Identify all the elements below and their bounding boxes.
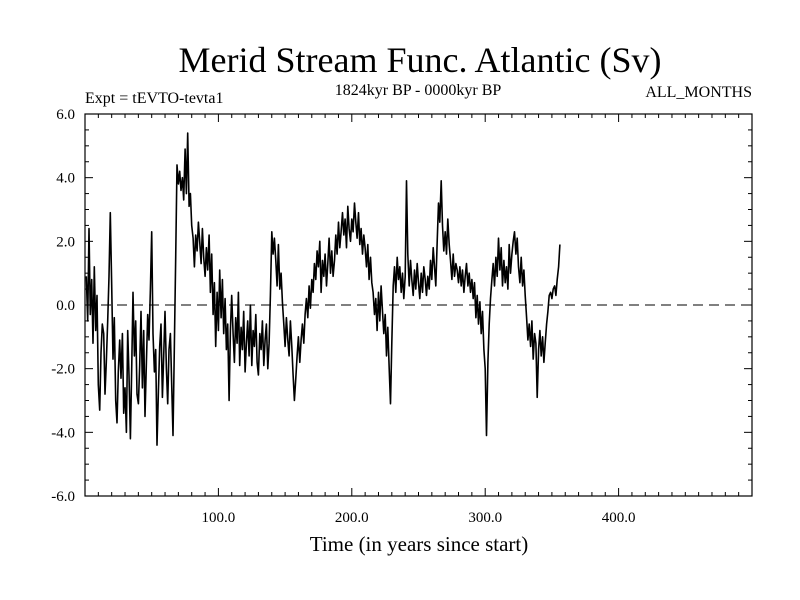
y-tick-label: 4.0 xyxy=(56,171,75,187)
chart-subtitle-left: Expt = tEVTO-tevta1 xyxy=(85,90,223,107)
y-tick-label: -2.0 xyxy=(51,362,75,378)
plot-frame xyxy=(84,113,753,497)
series-line-merid-stream-func xyxy=(85,132,561,446)
x-tick-label: 300.0 xyxy=(468,510,502,526)
x-tick-label: 400.0 xyxy=(602,510,636,526)
y-tick-label: 6.0 xyxy=(56,107,75,123)
x-tick-label: 100.0 xyxy=(202,510,236,526)
chart-subtitle-center: 1824kyr BP - 0000kyr BP xyxy=(335,82,502,99)
x-axis-label: Time (in years since start) xyxy=(310,532,529,556)
y-axis-ticks: -6.0 -4.0 -2.0 0.0 2.0 4.0 6.0 xyxy=(51,107,752,505)
y-tick-label: 0.0 xyxy=(56,298,75,314)
y-tick-label: -6.0 xyxy=(51,489,75,505)
chart-subtitle-right: ALL_MONTHS xyxy=(645,84,752,101)
x-tick-label: 200.0 xyxy=(335,510,369,526)
chart-title: Merid Stream Func. Atlantic (Sv) xyxy=(179,40,662,80)
x-axis-ticks: 100.0 200.0 300.0 400.0 xyxy=(97,114,740,526)
y-tick-label: 2.0 xyxy=(56,234,75,250)
y-tick-label: -4.0 xyxy=(51,425,75,441)
